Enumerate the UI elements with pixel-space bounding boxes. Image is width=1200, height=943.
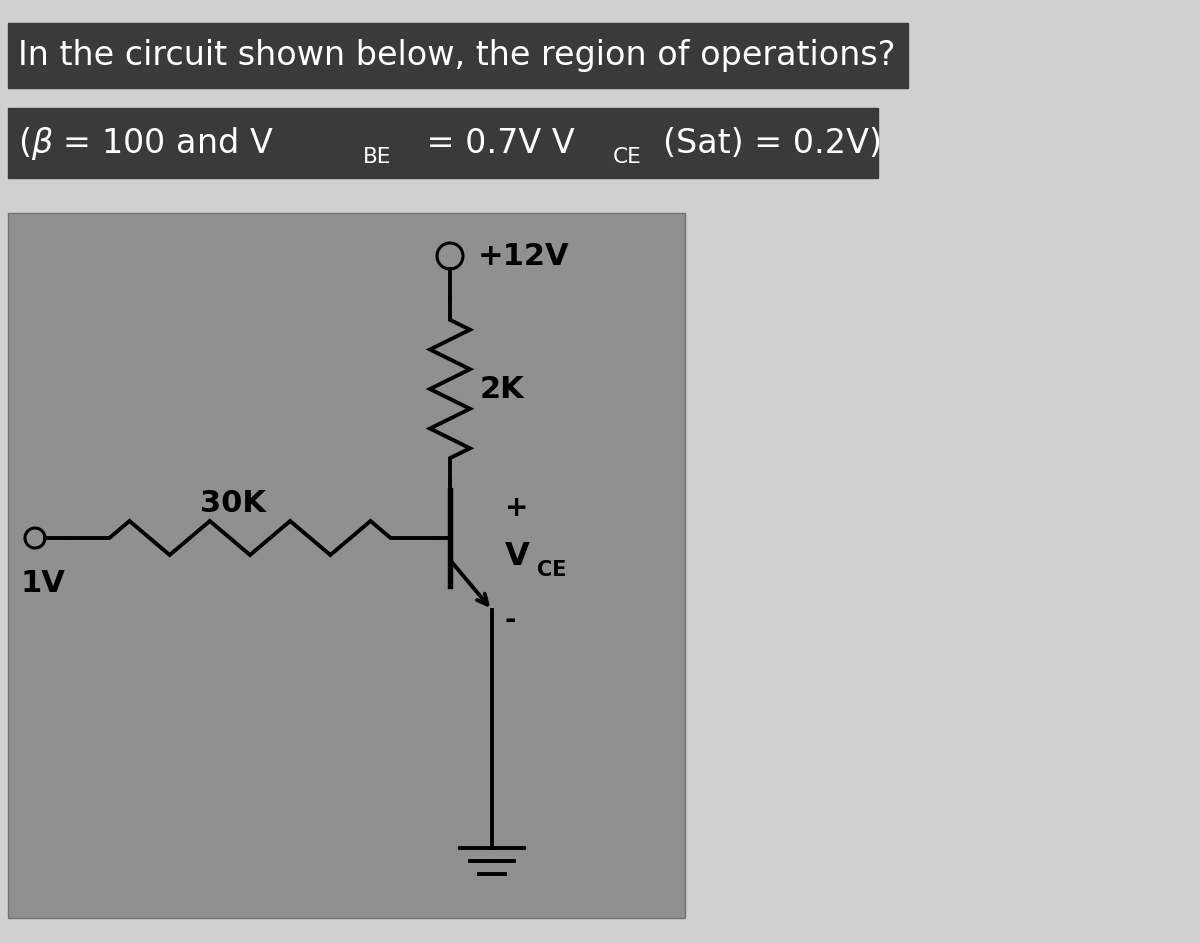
- FancyBboxPatch shape: [8, 108, 878, 178]
- FancyBboxPatch shape: [8, 213, 685, 918]
- Text: = 0.7V V: = 0.7V V: [416, 126, 575, 159]
- FancyBboxPatch shape: [8, 23, 908, 88]
- Text: 1V: 1V: [20, 569, 65, 598]
- Text: CE: CE: [613, 147, 642, 167]
- Text: 30K: 30K: [200, 488, 266, 518]
- Text: ($\beta$ = 100 and V: ($\beta$ = 100 and V: [18, 124, 274, 161]
- Text: +: +: [505, 494, 528, 522]
- Text: In the circuit shown below, the region of operations?: In the circuit shown below, the region o…: [18, 39, 895, 72]
- Text: (Sat) = 0.2V): (Sat) = 0.2V): [662, 126, 882, 159]
- Text: 2K: 2K: [480, 374, 524, 404]
- Text: -: -: [505, 606, 516, 634]
- Text: CE: CE: [538, 560, 566, 580]
- Text: BE: BE: [364, 147, 391, 167]
- Text: +12V: +12V: [478, 241, 570, 271]
- Text: V: V: [505, 540, 529, 571]
